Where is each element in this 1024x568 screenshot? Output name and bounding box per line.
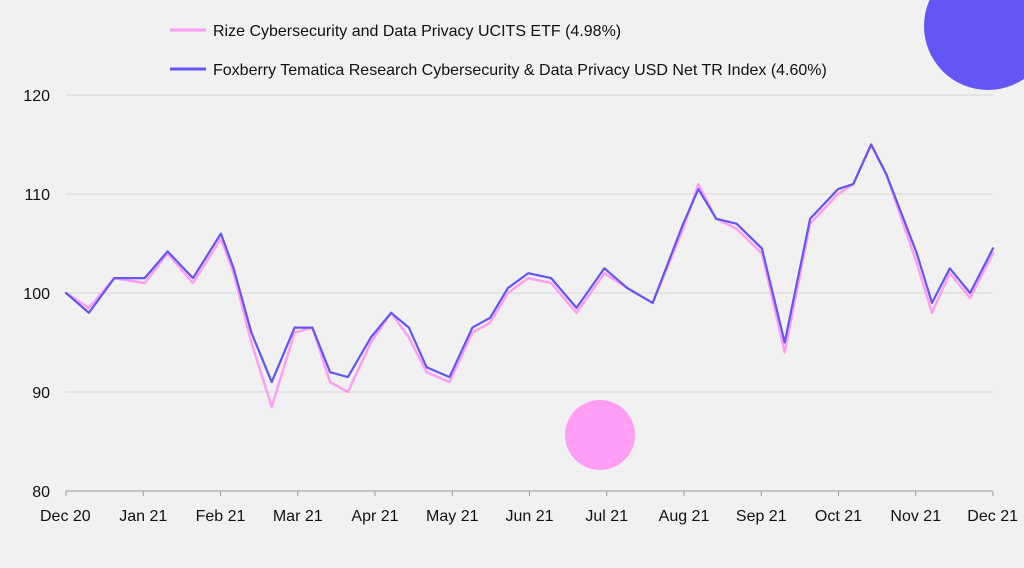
x-tick-label: Dec 20 [40, 508, 91, 525]
x-tick-label: Sep 21 [736, 508, 787, 525]
y-tick-label: 120 [23, 88, 50, 105]
y-axis-tick-labels: 80 90 100 110 120 [23, 88, 50, 501]
series-lines [64, 143, 995, 409]
decorative-pink-circle [565, 400, 635, 470]
x-tick-label: Nov 21 [890, 508, 941, 525]
x-tick-label: Jan 21 [119, 508, 167, 525]
y-tick-label: 90 [32, 385, 50, 402]
legend: Rize Cybersecurity and Data Privacy UCIT… [170, 23, 827, 79]
grid-lines [66, 94, 993, 492]
legend-label: Foxberry Tematica Research Cybersecurity… [213, 62, 827, 79]
x-tick-label: Jun 21 [505, 508, 553, 525]
x-tick-label: Mar 21 [273, 508, 323, 525]
x-tick-label: Dec 21 [967, 508, 1018, 525]
y-tick-label: 100 [23, 286, 50, 303]
x-tick-label: May 21 [426, 508, 479, 525]
y-tick-label: 110 [24, 187, 50, 204]
x-tick-label: Aug 21 [659, 508, 710, 525]
x-axis-tick-labels: Dec 20 Jan 21 Feb 21 Mar 21 Apr 21 May 21 Jun … [40, 491, 1018, 525]
x-tick-label: Oct 21 [815, 508, 862, 525]
y-tick-label: 80 [32, 484, 50, 501]
x-tick-label: Apr 21 [351, 508, 398, 525]
x-tick-label: Feb 21 [196, 508, 246, 525]
legend-label: Rize Cybersecurity and Data Privacy UCIT… [213, 23, 621, 40]
decorative-blue-circle [924, 0, 1024, 90]
series-line-foxberry-index [64, 143, 995, 384]
x-tick-label: Jul 21 [585, 508, 628, 525]
